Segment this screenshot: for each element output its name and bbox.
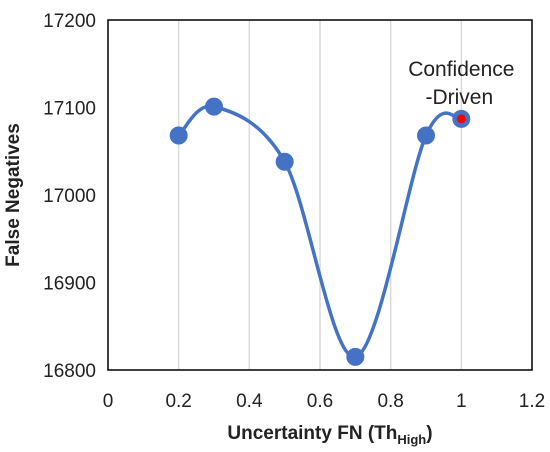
- data-point: [417, 126, 435, 145]
- x-tick-label: 1: [456, 391, 467, 412]
- x-axis-title-close: ): [426, 423, 432, 444]
- x-tick-label: 0.2: [165, 391, 191, 412]
- y-tick-label: 17000: [43, 186, 96, 207]
- data-point: [275, 152, 294, 171]
- x-tick-labels: 0 0.2 0.4 0.6 0.8 1 1.2: [103, 391, 546, 412]
- data-point: [169, 126, 188, 145]
- y-tick-labels: 16800 16900 17000 17100 17200: [43, 11, 96, 382]
- x-tick-label: 1.2: [519, 391, 545, 412]
- x-axis-title: Uncertainty FN (ThHigh): [227, 423, 432, 447]
- x-tick-label: 0.6: [307, 391, 333, 412]
- grid: [177, 20, 463, 370]
- y-axis-title: False Negatives: [3, 123, 24, 267]
- y-tick-label: 16800: [43, 361, 96, 382]
- y-tick-label: 16900: [43, 274, 96, 295]
- annotation-line-1: Confidence: [408, 58, 514, 81]
- markers: [169, 97, 471, 366]
- data-point: [346, 347, 365, 366]
- x-tick-label: 0: [103, 391, 114, 412]
- highlight-point: [456, 114, 466, 124]
- x-axis-title-subscript: High: [397, 432, 426, 447]
- x-tick-label: 0.4: [236, 391, 263, 412]
- y-tick-label: 17200: [43, 11, 96, 32]
- x-axis-title-main: Uncertainty FN (Th: [227, 423, 397, 444]
- plot-frame: [107, 19, 533, 371]
- annotation-line-2: -Driven: [425, 86, 493, 109]
- x-tick-label: 0.8: [377, 391, 403, 412]
- y-tick-label: 17100: [43, 99, 96, 120]
- data-point: [205, 97, 223, 116]
